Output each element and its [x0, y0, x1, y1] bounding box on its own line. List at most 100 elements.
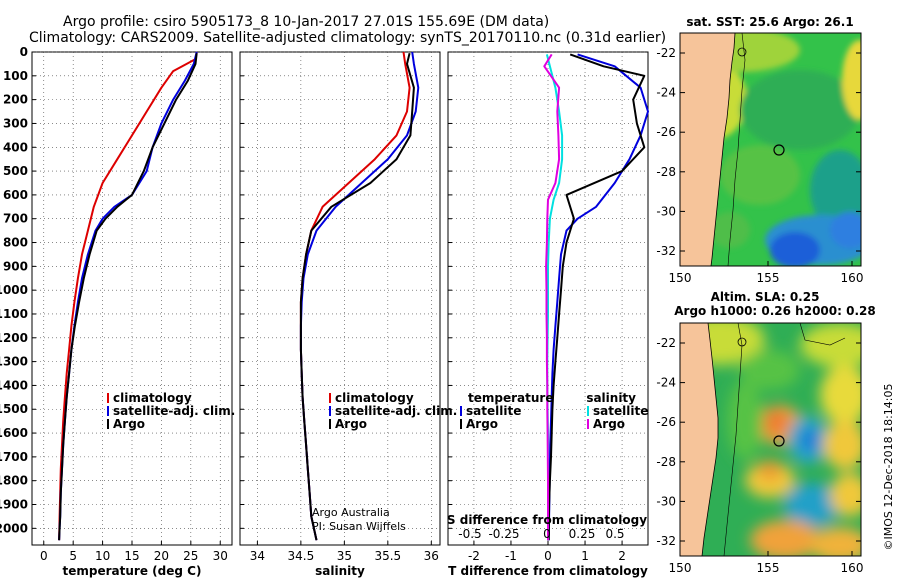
sst-map [680, 33, 861, 266]
salinity-xticks: 34 34.5 35 35.5 36 [250, 549, 439, 563]
depth-tick-label: 1900 [0, 498, 28, 512]
sla-map-title-1: Altim. SLA: 0.25 [711, 290, 820, 304]
legend-salinity-title: salinity [586, 391, 636, 405]
depth-tick-label: 1500 [0, 402, 28, 416]
map-lat-label: -30 [656, 494, 676, 508]
map-lon-label: 155 [757, 271, 780, 285]
depth-tick-label: 1800 [0, 474, 28, 488]
temperature-lines [58, 51, 198, 541]
legend-label: satellite-adj. clim. [335, 404, 457, 418]
map-lon-label: 150 [669, 561, 692, 575]
temperature-xticks: 0 5 10 15 20 25 30 [40, 549, 228, 563]
x-tick-label: 10 [95, 549, 110, 563]
legend-label: Argo [335, 417, 367, 431]
map-lon-label: 150 [669, 271, 692, 285]
depth-tick-label: 0 [20, 45, 28, 59]
sst-map-ticks: -22 -24 -26 -28 -30 -32 150 155 160 [656, 46, 863, 285]
s-diff-tick-label: -0.25 [488, 527, 519, 541]
map-lat-label: -28 [656, 455, 676, 469]
sla-map-ticks: -22 -24 -26 -28 -30 -32 150 155 160 [656, 336, 863, 575]
x-tick-label: 2 [618, 549, 626, 563]
depth-tick-label: 300 [3, 116, 28, 130]
depth-tick-label: 500 [3, 164, 28, 178]
depth-tick-label: 1400 [0, 378, 28, 392]
depth-tick-label: 600 [3, 188, 28, 202]
map-lat-label: -30 [656, 204, 676, 218]
imos-watermark: ©IMOS 12-Dec-2018 18:14:05 [882, 384, 895, 551]
map-lat-label: -24 [656, 376, 676, 390]
salinity-diff-label: S difference from climatology [447, 513, 647, 527]
title-line-1: Argo profile: csiro 5905173_8 10-Jan-201… [63, 14, 549, 30]
series-line [547, 53, 646, 541]
map-lat-label: -22 [656, 336, 676, 350]
sla-map [680, 323, 861, 556]
s-diff-tick-label: -0.5 [458, 527, 481, 541]
map-lat-label: -32 [656, 534, 676, 548]
map-lon-label: 155 [757, 561, 780, 575]
series-line [543, 53, 561, 541]
map-lat-label: -28 [656, 165, 676, 179]
difference-xticks: -2 -1 0 1 2 [468, 549, 626, 563]
legend-label: Argo [593, 417, 625, 431]
x-tick-label: 15 [124, 549, 139, 563]
depth-tick-label: 1100 [0, 307, 28, 321]
x-tick-label: 20 [154, 549, 169, 563]
credit-line-1: Argo Australia [312, 506, 390, 519]
legend-label: satellite-adj. clim. [113, 404, 235, 418]
depth-tick-label: 800 [3, 236, 28, 250]
depth-tick-label: 2000 [0, 521, 28, 535]
temperature-xlabel: temperature (deg C) [63, 564, 202, 578]
series-line [58, 53, 198, 541]
sst-land [680, 33, 735, 266]
x-tick-label: 34 [250, 549, 265, 563]
series-line [299, 52, 415, 541]
x-tick-label: 30 [213, 549, 228, 563]
legend-label: satellite [466, 404, 521, 418]
x-tick-label: -1 [505, 549, 517, 563]
x-tick-label: 35 [337, 549, 352, 563]
depth-tick-label: 1700 [0, 450, 28, 464]
map-lat-label: -32 [656, 244, 676, 258]
difference-xlabel: T difference from climatology [448, 564, 648, 578]
sla-map-title-2: Argo h1000: 0.26 h2000: 0.28 [674, 304, 875, 318]
legend-label: Argo [466, 417, 498, 431]
map-lon-label: 160 [841, 561, 864, 575]
legend-label: satellite [593, 404, 648, 418]
map-lat-label: -26 [656, 125, 676, 139]
series-line [58, 51, 198, 541]
depth-tick-label: 900 [3, 259, 28, 273]
depth-tick-label: 200 [3, 93, 28, 107]
title-line-2: Climatology: CARS2009. Satellite-adjuste… [29, 30, 666, 46]
x-tick-label: 35.5 [374, 549, 401, 563]
map-lat-label: -24 [656, 86, 676, 100]
legend-label: climatology [113, 391, 192, 405]
salinity-lines [299, 51, 420, 541]
depth-tick-label: 700 [3, 212, 28, 226]
series-line [547, 53, 649, 541]
s-diff-tick-label: 0 [543, 527, 551, 541]
legend-label: climatology [335, 391, 414, 405]
legend-label: Argo [113, 417, 145, 431]
depth-tick-label: 1300 [0, 355, 28, 369]
sst-float-marker [773, 144, 785, 156]
x-tick-label: 5 [69, 549, 77, 563]
depth-tick-label: 1600 [0, 426, 28, 440]
legend-temperature-title: temperature [468, 391, 553, 405]
sla-land [680, 323, 718, 556]
x-tick-label: 34.5 [288, 549, 315, 563]
x-tick-label: 0 [544, 549, 552, 563]
map-lat-label: -26 [656, 415, 676, 429]
map-lat-label: -22 [656, 46, 676, 60]
sst-map-title: sat. SST: 25.6 Argo: 26.1 [686, 15, 853, 29]
depth-tick-label: 100 [3, 69, 28, 83]
depth-tick-label: 400 [3, 140, 28, 154]
salinity-diff-xticks: -0.5 -0.25 0 0.25 0.5 [458, 527, 624, 541]
salinity-grid [240, 51, 440, 545]
salinity-xlabel: salinity [315, 564, 365, 578]
s-diff-tick-label: 0.25 [569, 527, 596, 541]
difference-lines [543, 53, 649, 541]
difference-legend: temperature salinity satelliteArgosatell… [460, 391, 648, 431]
